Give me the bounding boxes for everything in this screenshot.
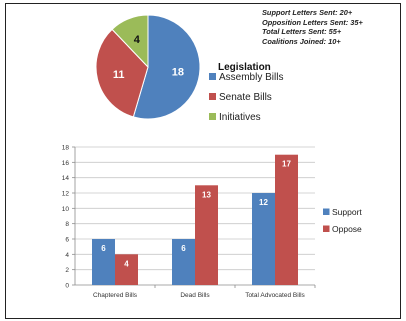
stats-summary: Support Letters Sent: 20+ Opposition Let… xyxy=(262,8,363,46)
bar-oppose-dead-bills xyxy=(195,185,218,285)
x-tick-label-chaptered-bills: Chaptered Bills xyxy=(93,292,138,299)
y-tick-label-12: 12 xyxy=(62,191,70,198)
bar-legend-label-support: Support xyxy=(332,207,362,217)
stat-support-letters: Support Letters Sent: 20+ xyxy=(262,8,353,17)
pie-label-initiatives: 4 xyxy=(134,34,141,46)
x-tick-label-dead-bills: Dead Bills xyxy=(180,292,210,299)
bar-value-oppose-total-advocated-bills: 17 xyxy=(282,160,291,169)
bar-value-support-dead-bills: 6 xyxy=(181,244,186,253)
y-tick-label-6: 6 xyxy=(65,237,69,244)
y-tick-label-16: 16 xyxy=(62,160,70,167)
pie-chart: 18 11 4 xyxy=(95,14,201,120)
x-tick-label-total-advocated-bills: Total Advocated Bills xyxy=(245,292,305,299)
bar-legend-swatch-support xyxy=(323,208,330,215)
pie-slice-initiatives xyxy=(111,14,149,69)
y-tick-label-4: 4 xyxy=(65,252,69,259)
pie-legend-label-initiatives: Initiatives xyxy=(219,112,261,123)
y-tick-label-8: 8 xyxy=(65,221,69,228)
bar-legend: Support Oppose xyxy=(323,207,362,234)
pie-label-senate-bills: 11 xyxy=(113,69,125,81)
bar-value-support-chaptered-bills: 6 xyxy=(101,244,106,253)
pie-legend-swatch-senate-bills xyxy=(209,93,216,100)
bar-legend-label-oppose: Oppose xyxy=(332,224,362,234)
pie-legend-swatch-assembly-bills xyxy=(209,73,216,80)
y-tick-label-2: 2 xyxy=(65,267,69,274)
y-tick-label-14: 14 xyxy=(62,175,70,182)
bar-value-oppose-chaptered-bills: 4 xyxy=(124,259,129,268)
bar-value-oppose-dead-bills: 13 xyxy=(202,190,211,199)
pie-legend-label-assembly-bills: Assembly Bills xyxy=(219,72,283,83)
pie-legend: Legislation Assembly Bills Senate Bills In… xyxy=(209,62,283,123)
pie-slice-assembly-bills xyxy=(132,14,201,120)
y-tick-label-10: 10 xyxy=(62,206,70,213)
y-tick-label-18: 18 xyxy=(62,145,70,152)
bar-oppose-chaptered-bills xyxy=(115,254,138,285)
bar-chart: 0 2 4 6 8 10 12 14 16 18 6 4 Chaptered Bills 6 13 Dead … xyxy=(62,145,316,299)
bar-value-support-total-advocated-bills: 12 xyxy=(259,198,268,207)
pie-legend-swatch-initiatives xyxy=(209,113,216,120)
pie-label-assembly-bills: 18 xyxy=(172,66,184,78)
pie-slice-senate-bills xyxy=(95,28,149,118)
bar-support-chaptered-bills xyxy=(92,239,115,285)
y-tick-label-0: 0 xyxy=(65,283,69,290)
bar-support-dead-bills xyxy=(172,239,195,285)
pie-legend-title: Legislation xyxy=(218,62,271,73)
bar-support-total-advocated-bills xyxy=(252,193,275,285)
stat-coalitions: Coalitions Joined: 10+ xyxy=(262,36,341,46)
pie-legend-label-senate-bills: Senate Bills xyxy=(219,92,272,103)
stat-total-letters: Total Letters Sent: 55+ xyxy=(262,27,342,37)
stat-opposition-letters: Opposition Letters Sent: 35+ xyxy=(262,17,363,27)
bar-legend-swatch-oppose xyxy=(323,225,330,232)
bar-oppose-total-advocated-bills xyxy=(275,154,298,285)
